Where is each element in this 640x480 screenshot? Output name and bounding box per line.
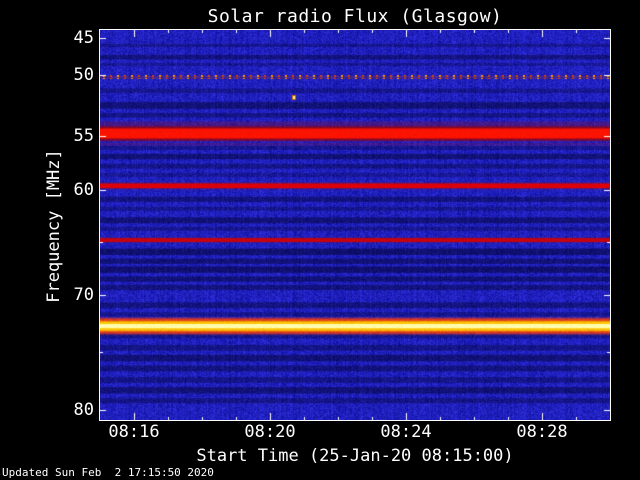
x-tick-label-0820: 08:20: [244, 422, 296, 442]
x-tick-label-0816: 08:16: [108, 422, 160, 442]
y-tick-label-55: 55: [73, 126, 94, 147]
updated-timestamp: Updated Sun Feb 2 17:15:50 2020: [2, 466, 214, 479]
x-tick-label-0824: 08:24: [380, 422, 432, 442]
y-tick-label-70: 70: [73, 284, 94, 305]
y-axis-label: Frequency [MHz]: [44, 149, 64, 303]
y-tick-label-45: 45: [73, 27, 94, 48]
y-tick-label-60: 60: [73, 179, 94, 200]
y-tick-label-80: 80: [73, 399, 94, 420]
plot-area: [99, 29, 611, 421]
spectrogram-heatmap: [100, 30, 610, 420]
y-tick-label-50: 50: [73, 64, 94, 85]
chart-title: Solar radio Flux (Glasgow): [207, 6, 503, 27]
x-axis-label: Start Time (25-Jan-20 08:15:00): [196, 446, 514, 466]
x-tick-label-0828: 08:28: [516, 422, 568, 442]
